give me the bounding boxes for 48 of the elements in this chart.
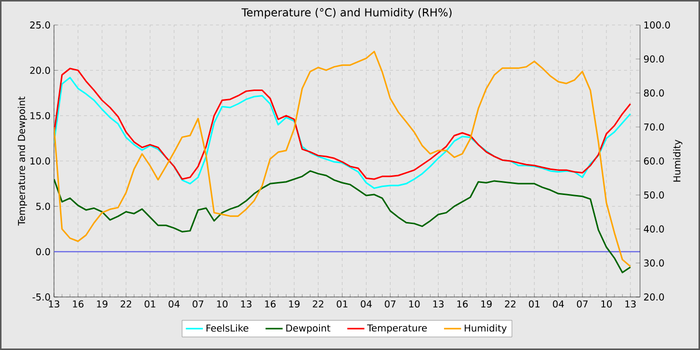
x-tick-label: 04 bbox=[360, 300, 372, 308]
x-tick-label: 07 bbox=[384, 300, 396, 308]
y-tick-label: 20.0 bbox=[30, 66, 50, 74]
y2-axis-title: Humidity bbox=[673, 140, 682, 182]
y2-tick-label: 20.0 bbox=[644, 293, 664, 301]
y2-tick-label: 60.0 bbox=[644, 157, 664, 165]
x-tick-label: 13 bbox=[49, 300, 60, 308]
x-tick-label: 04 bbox=[168, 300, 180, 308]
legend-label: Dewpoint bbox=[286, 324, 330, 334]
legend-label: Temperature bbox=[367, 324, 427, 334]
y2-tick-label: 70.0 bbox=[644, 123, 664, 131]
x-tick-label: 07 bbox=[576, 300, 588, 308]
y-tick-label: 5.0 bbox=[36, 202, 50, 210]
y2-tick-label: 100.0 bbox=[644, 21, 670, 29]
x-tick-label: 19 bbox=[289, 300, 300, 308]
x-tick-label: 19 bbox=[481, 300, 492, 308]
x-tick-label: 16 bbox=[457, 300, 468, 308]
y-tick-label: 10.0 bbox=[30, 157, 50, 165]
x-tick-label: 10 bbox=[409, 300, 420, 308]
chart-title: Temperature (°C) and Humidity (RH%) bbox=[242, 8, 452, 19]
x-tick-label: 01 bbox=[528, 300, 540, 308]
y2-tick-label: 40.0 bbox=[644, 225, 664, 233]
y2-tick-label: 50.0 bbox=[644, 191, 664, 199]
x-tick-label: 16 bbox=[73, 300, 84, 308]
x-tick-label: 07 bbox=[192, 300, 204, 308]
legend-label: FeelsLike bbox=[206, 324, 248, 332]
y2-tick-label: 80.0 bbox=[644, 89, 664, 97]
y-tick-label: 0.0 bbox=[36, 248, 50, 256]
x-tick-label: 13 bbox=[625, 300, 636, 308]
x-tick-label: 10 bbox=[601, 300, 612, 308]
y-tick-label: 15.0 bbox=[30, 112, 50, 120]
x-tick-label: 04 bbox=[552, 300, 564, 308]
x-tick-label: 22 bbox=[504, 300, 516, 308]
y2-tick-label: 90.0 bbox=[644, 55, 664, 63]
x-tick-label: 19 bbox=[97, 300, 108, 308]
y2-tick-label: 30.0 bbox=[644, 259, 664, 267]
x-tick-label: 01 bbox=[144, 300, 156, 308]
x-tick-label: 22 bbox=[312, 300, 324, 308]
x-tick-label: 13 bbox=[433, 300, 444, 308]
x-tick-label: 22 bbox=[120, 300, 132, 308]
y-tick-label: -5.0 bbox=[32, 293, 50, 301]
legend-label: Humidity bbox=[464, 324, 507, 334]
x-tick-label: 16 bbox=[265, 300, 276, 308]
x-tick-label: 01 bbox=[336, 300, 348, 308]
y-tick-label: 25.0 bbox=[30, 21, 50, 29]
x-tick-label: 10 bbox=[217, 300, 228, 308]
x-tick-label: 13 bbox=[241, 300, 252, 308]
y-axis-title: Temperature and Dewpoint bbox=[18, 96, 27, 226]
